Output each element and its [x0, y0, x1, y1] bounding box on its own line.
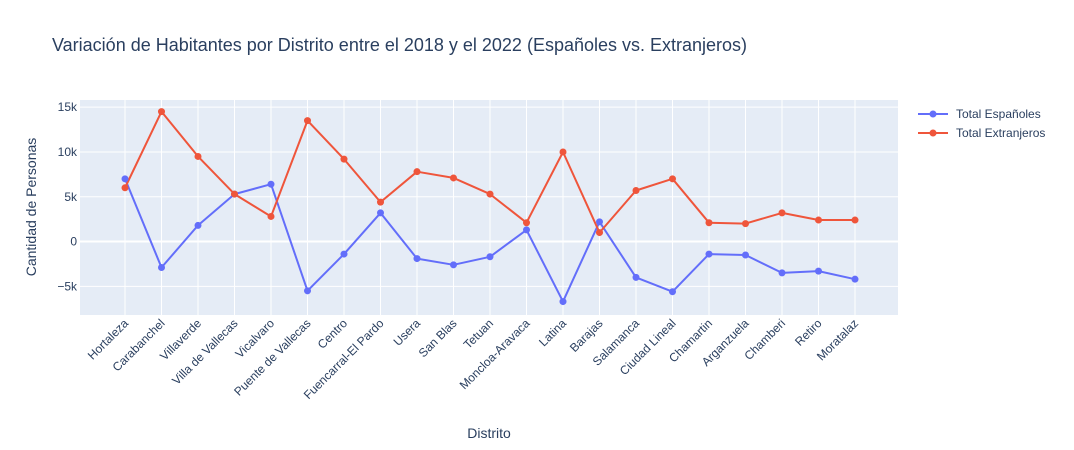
x-axis-title: Distrito — [467, 425, 511, 441]
data-point[interactable] — [267, 212, 275, 220]
data-point[interactable] — [121, 175, 129, 183]
data-point[interactable] — [194, 221, 202, 229]
data-point[interactable] — [340, 155, 348, 163]
data-point[interactable] — [742, 251, 749, 259]
data-point[interactable] — [121, 184, 129, 192]
data-point[interactable] — [450, 174, 457, 182]
x-tick-label: Usera — [391, 316, 424, 349]
data-point[interactable] — [413, 168, 421, 176]
x-tick-label: Villa de Vallecas — [169, 316, 240, 387]
y-tick-label: 15k — [58, 100, 78, 114]
data-point[interactable] — [158, 108, 165, 116]
legend-point-marker — [929, 110, 937, 118]
data-point[interactable] — [669, 175, 676, 183]
data-point[interactable] — [377, 209, 384, 217]
data-point[interactable] — [523, 226, 530, 234]
data-point[interactable] — [778, 209, 786, 217]
legend-item-2[interactable]: Total Extranjeros — [918, 126, 1045, 140]
data-point[interactable] — [815, 216, 822, 224]
legend[interactable]: Total Españoles Total Extranjeros — [918, 107, 1045, 140]
data-point[interactable] — [632, 186, 640, 194]
data-point[interactable] — [340, 250, 348, 258]
data-point[interactable] — [304, 287, 311, 295]
data-point[interactable] — [851, 275, 859, 283]
data-point[interactable] — [705, 250, 713, 258]
data-point[interactable] — [377, 198, 384, 206]
y-tick-label: −5k — [57, 279, 78, 293]
legend-item-1[interactable]: Total Españoles — [918, 107, 1041, 121]
data-point[interactable] — [267, 180, 275, 188]
data-point[interactable] — [559, 298, 567, 306]
x-tick-label: Latina — [536, 316, 569, 349]
x-tick-label: Retiro — [792, 316, 825, 349]
data-point[interactable] — [413, 255, 421, 263]
y-tick-label: 10k — [58, 145, 78, 159]
legend-label: Total Extranjeros — [956, 126, 1045, 140]
data-point[interactable] — [851, 216, 859, 224]
x-tick-label: Tetuan — [461, 316, 496, 351]
y-axis-ticks: −5k 0 5k 10k 15k — [57, 100, 78, 293]
series — [121, 108, 859, 306]
x-tick-label: Centro — [315, 316, 351, 352]
data-point[interactable] — [632, 273, 640, 281]
data-point[interactable] — [486, 190, 494, 198]
y-tick-label: 0 — [70, 235, 77, 249]
y-axis-title: Cantidad de Personas — [23, 138, 39, 277]
data-point[interactable] — [304, 117, 311, 125]
y-tick-label: 5k — [64, 190, 78, 204]
grid — [80, 100, 898, 315]
data-point[interactable] — [194, 152, 202, 160]
data-point[interactable] — [523, 219, 530, 227]
data-point[interactable] — [158, 264, 165, 272]
plot-area — [80, 100, 898, 315]
data-point[interactable] — [231, 190, 238, 198]
data-point[interactable] — [742, 220, 749, 228]
data-point[interactable] — [559, 148, 567, 156]
legend-point-marker — [929, 129, 937, 137]
legend-label: Total Españoles — [956, 107, 1041, 121]
data-point[interactable] — [778, 269, 786, 277]
data-point[interactable] — [596, 218, 603, 226]
data-point[interactable] — [450, 261, 457, 269]
data-point[interactable] — [596, 229, 603, 237]
x-tick-label: San Blas — [416, 316, 460, 360]
data-point[interactable] — [669, 288, 676, 296]
data-point[interactable] — [486, 253, 494, 261]
data-point[interactable] — [815, 267, 822, 275]
chart-title: Variación de Habitantes por Distrito ent… — [52, 35, 747, 55]
data-point[interactable] — [705, 219, 713, 227]
